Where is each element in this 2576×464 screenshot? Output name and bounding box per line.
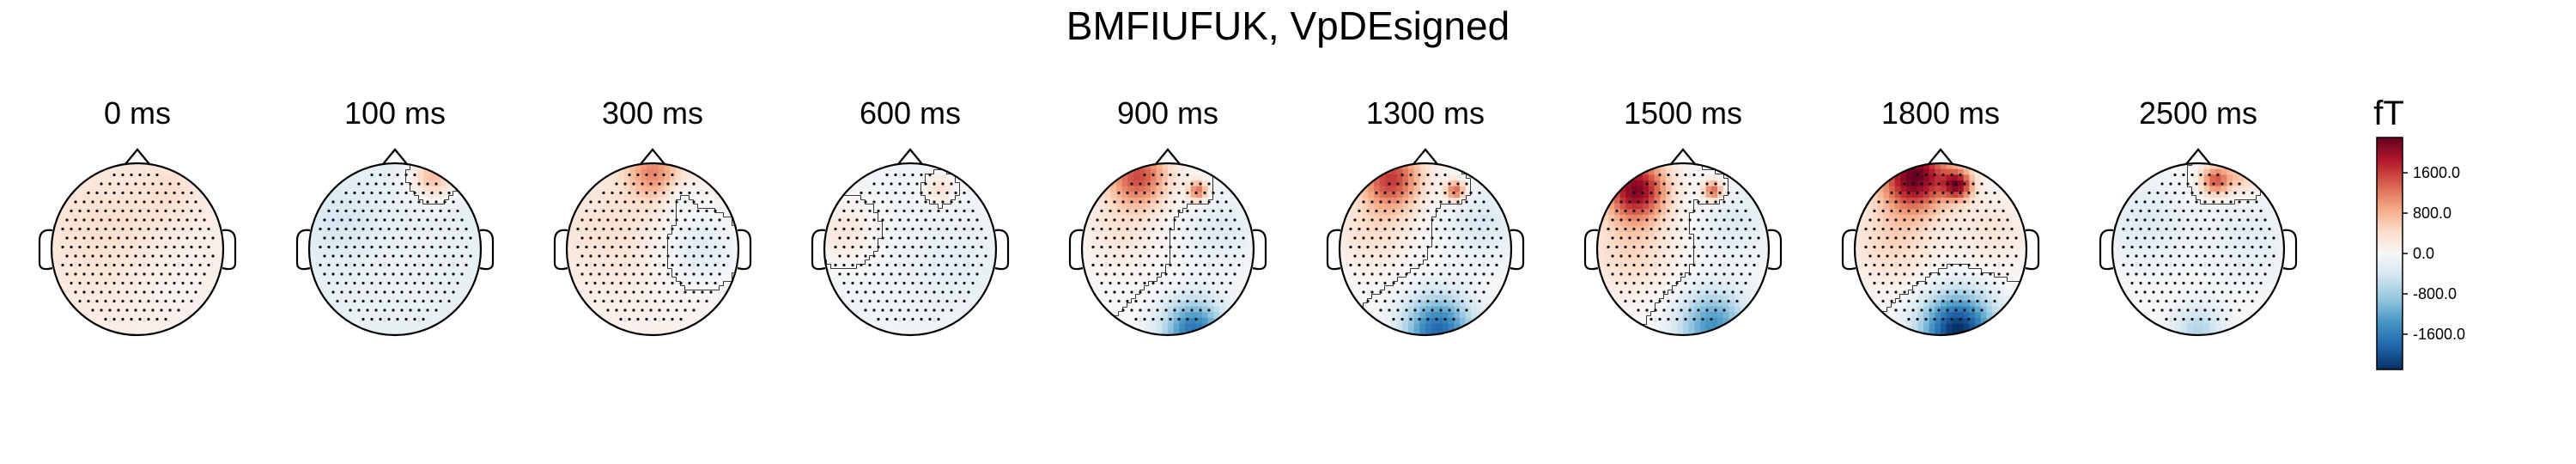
head-outline [553,148,752,337]
head-outline [1583,148,1783,337]
sensor-dots [61,173,215,321]
sensor-dots [1349,173,1503,321]
sensor-dots [576,173,730,321]
sensor-dots [319,173,472,321]
head-outline [1841,148,2040,337]
topomap [1326,148,1525,337]
sensor-dots [1091,173,1245,321]
time-label: 900 ms [1116,95,1219,131]
topomap [2099,148,2298,337]
time-label: 300 ms [601,95,704,131]
sensor-dots [2122,173,2275,321]
colorbar-unit: fT [2373,95,2404,132]
colorbar-tick-label: -800.0 [2413,285,2457,302]
topomap [38,148,237,337]
time-label: 0 ms [103,95,171,131]
colorbar-tick-label: -1600.0 [2413,326,2465,343]
colorbar-tick-label: 0.0 [2413,245,2434,262]
topomap [1068,148,1267,337]
time-label: 1800 ms [1880,95,2001,131]
head-outline [811,148,1010,337]
colorbar: 1600.0 800.0 0.0 -800.0 -1600.0 [2376,137,2465,370]
topomap [1583,148,1783,337]
time-label: 1300 ms [1365,95,1485,131]
sensor-dots [1864,173,2018,321]
topomap [295,148,495,337]
colorbar-gradient [2376,137,2403,370]
sensor-dots [1607,173,1760,321]
colorbar-tick-label: 1600.0 [2413,164,2460,181]
sensor-dots [834,173,987,321]
head-outline [1068,148,1267,337]
figure-title: BMFIUFUK, VpDEsigned [1066,3,1510,48]
contour-lines [1637,163,1728,333]
head-outline [295,148,495,337]
topomap [1841,148,2040,337]
field-map [309,163,481,335]
head-outline [38,148,237,337]
head-outline [1326,148,1525,337]
head-outline [2099,148,2298,337]
time-label: 100 ms [343,95,447,131]
colorbar-tick-label: 800.0 [2413,205,2451,222]
topomap [553,148,752,337]
time-label: 600 ms [859,95,962,131]
topomap [811,148,1010,337]
time-label: 1500 ms [1623,95,1743,131]
time-label: 2500 ms [2138,95,2258,131]
